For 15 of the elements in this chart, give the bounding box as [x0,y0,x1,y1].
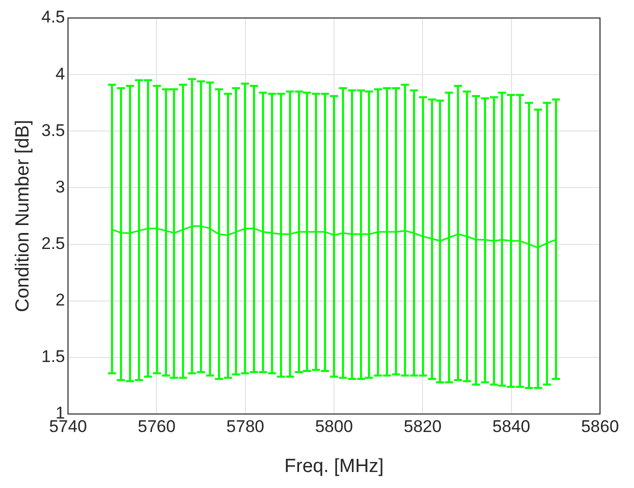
y-tick-label: 2 [56,290,65,310]
y-tick-label: 3 [56,177,65,196]
x-tick-label: 5820 [404,416,442,436]
x-tick-label: 5800 [315,416,353,436]
x-tick-label: 5860 [581,416,619,436]
x-tick-label: 5760 [138,416,176,436]
x-tick-label: 5840 [492,416,530,436]
y-axis-title: Condition Number [dB] [12,120,34,312]
y-tick-label: 2.5 [41,234,65,253]
y-tick-label: 3.5 [41,120,65,140]
x-tick-label: 5780 [226,416,264,436]
y-tick-label: 4.5 [41,8,65,27]
y-tick-label: 1.5 [41,347,65,366]
x-axis-title: Freq. [MHz] [284,456,384,477]
y-tick-label: 4 [56,64,65,84]
